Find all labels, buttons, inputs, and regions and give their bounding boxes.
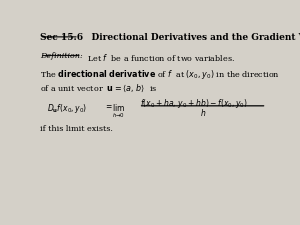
Text: $D_{\mathbf{u}}f(x_0, y_0)$: $D_{\mathbf{u}}f(x_0, y_0)$ — [47, 102, 87, 115]
Text: of a unit vector  $\mathbf{u} = \langle a,\, b\rangle$  is: of a unit vector $\mathbf{u} = \langle a… — [40, 82, 157, 94]
Text: $f(x_0 + ha,\, y_0 + hb) - f(x_0, y_0)$: $f(x_0 + ha,\, y_0 + hb) - f(x_0, y_0)$ — [140, 97, 248, 110]
Text: Sec 15.6: Sec 15.6 — [40, 33, 83, 42]
Text: $\lim_{h \to 0}$: $\lim_{h \to 0}$ — [112, 102, 125, 120]
Text: if this limit exists.: if this limit exists. — [40, 125, 113, 133]
Text: Definition:: Definition: — [40, 52, 82, 60]
Text: The $\mathbf{directional\ derivative}$ of $f$  at $(x_0, y_0)$ in the direction: The $\mathbf{directional\ derivative}$ o… — [40, 68, 280, 81]
Text: Let $f$  be a function of two variables.: Let $f$ be a function of two variables. — [82, 52, 235, 63]
Text: Directional Derivatives and the Gradient Vector: Directional Derivatives and the Gradient… — [79, 33, 300, 42]
Text: $h$: $h$ — [200, 107, 206, 118]
Text: $=$: $=$ — [104, 102, 113, 110]
